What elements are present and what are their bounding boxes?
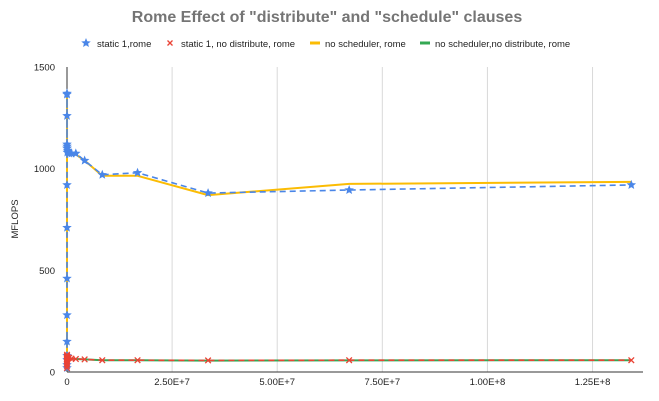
data-point-star [62, 310, 72, 320]
gridlines [171, 67, 594, 372]
data-point-star [626, 179, 637, 189]
data-point-star [62, 222, 72, 232]
y-tick-label: 500 [39, 266, 55, 277]
data-point-x [204, 357, 212, 364]
data-point-x [345, 356, 353, 364]
legend-label: no scheduler,no distribute, rome [435, 39, 570, 50]
y-tick-label: 1000 [34, 164, 55, 175]
x-tick-label: 0 [64, 377, 69, 388]
data-point-star [62, 110, 72, 120]
data-point-star [79, 155, 90, 165]
data-point-star [66, 148, 77, 158]
y-tick-label: 0 [50, 368, 55, 379]
data-point-star [62, 273, 72, 283]
legend-star-icon [81, 38, 91, 48]
x-tick-label: 7.50E+7 [364, 377, 400, 388]
data-point-star [63, 146, 73, 156]
series-markers [62, 88, 637, 372]
legend-x-icon [167, 40, 173, 46]
data-point-star [344, 185, 354, 195]
data-point-star [62, 179, 72, 189]
data-point-star [62, 89, 72, 99]
legend-item: no scheduler,no distribute, rome [420, 39, 570, 50]
data-point-x [72, 355, 80, 363]
data-point-star [97, 169, 108, 179]
legend-label: static 1,rome [97, 39, 151, 50]
data-point-x [99, 356, 106, 364]
data-point-x [81, 356, 88, 363]
legend-label: static 1, no distribute, rome [181, 39, 295, 50]
x-tick-label: 5.00E+7 [259, 377, 295, 388]
legend-item: no scheduler, rome [310, 39, 406, 50]
legend-item: static 1,rome [81, 38, 151, 50]
x-tick-label: 1.00E+8 [470, 377, 506, 388]
data-point-star [132, 167, 143, 177]
legend: static 1,rome static 1, no distribute, ro… [81, 38, 570, 50]
data-point-star [71, 148, 81, 158]
data-point-star [62, 336, 72, 346]
legend-item: static 1, no distribute, rome [167, 39, 295, 50]
y-axis-label: MFLOPS [10, 199, 21, 238]
legend-label: no scheduler, rome [325, 39, 406, 50]
tick-labels: 0 2.50E+7 5.00E+7 7.50E+7 1.00E+8 1.25E+8 0 500… [34, 63, 611, 389]
x-tick-label: 2.50E+7 [154, 377, 190, 388]
data-point-x [134, 356, 141, 364]
data-point-x [628, 356, 635, 364]
x-tick-label: 1.25E+8 [575, 377, 611, 388]
y-tick-label: 1500 [34, 63, 55, 74]
legend-line-icon [420, 41, 430, 45]
data-point-star [203, 188, 213, 198]
legend-line-icon [310, 41, 320, 45]
chart-title: Rome Effect of "distribute" and "schedul… [132, 9, 523, 26]
